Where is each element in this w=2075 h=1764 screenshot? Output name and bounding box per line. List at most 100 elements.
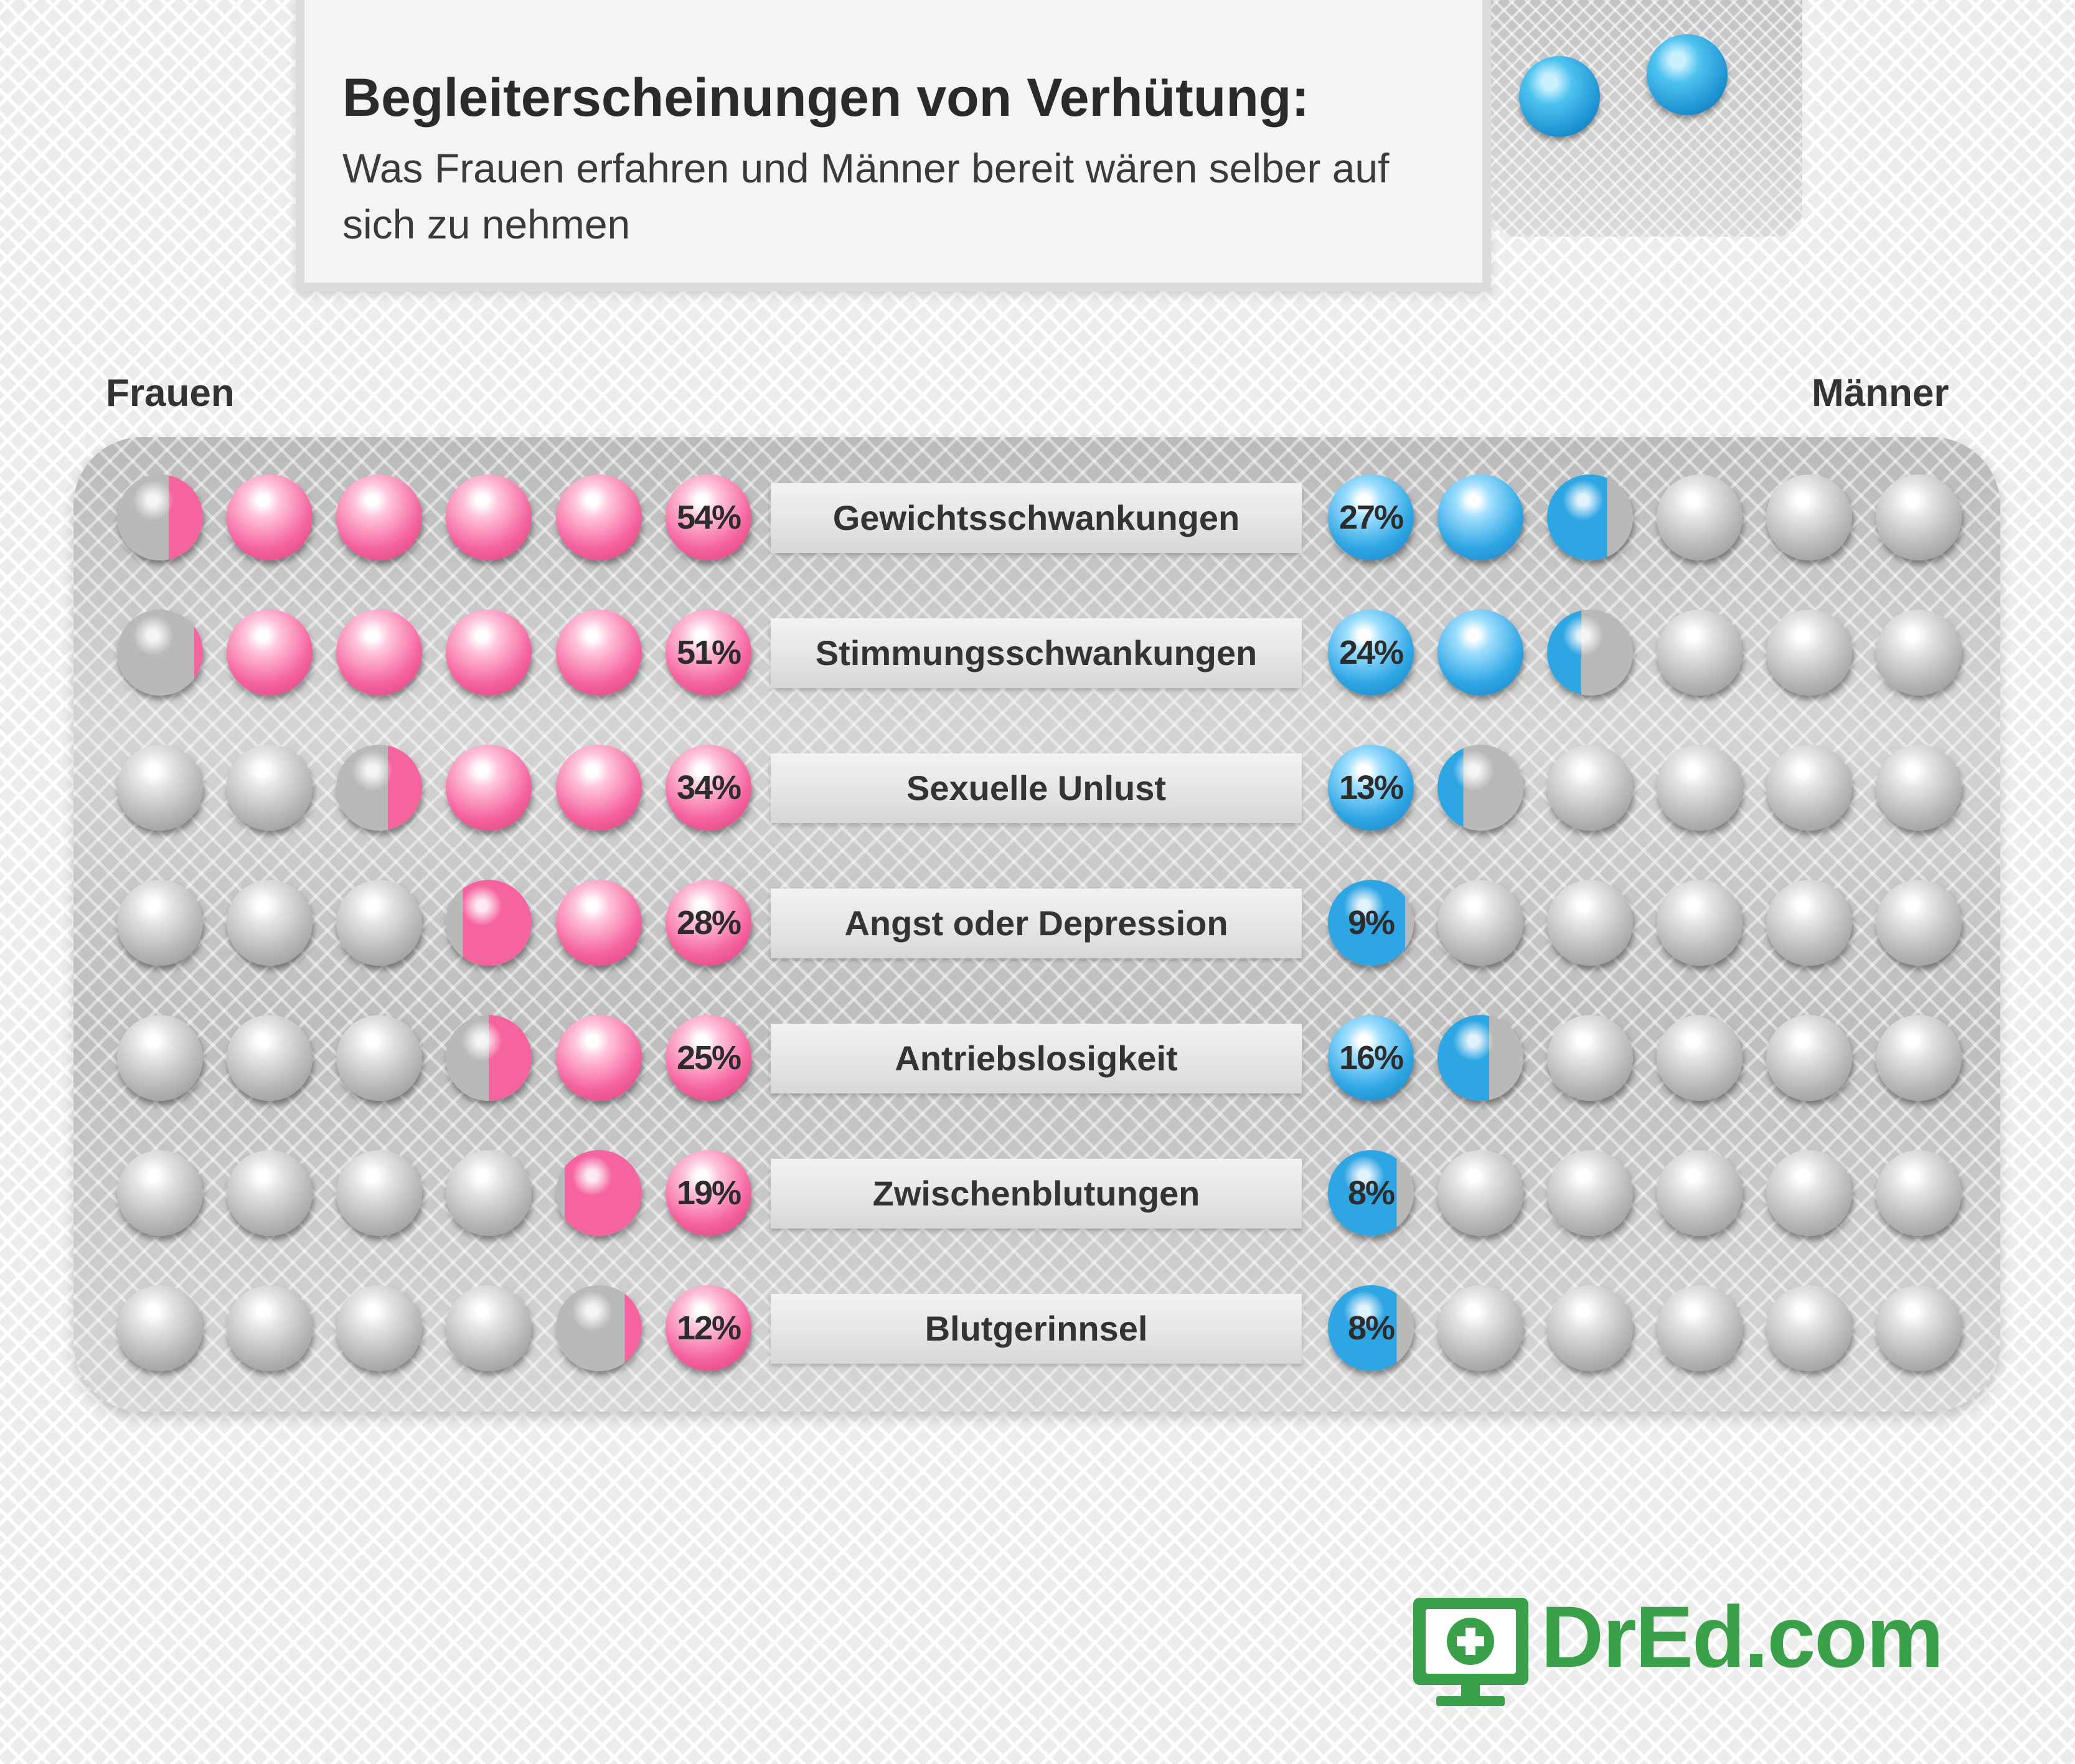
frauen-pill (227, 1015, 313, 1101)
blue-pill-icon (1519, 56, 1600, 137)
maenner-value-label: 13% (1339, 769, 1404, 806)
category-label: Sexuelle Unlust (771, 753, 1302, 823)
category-label: Zwischenblutungen (771, 1159, 1302, 1229)
frauen-label: Frauen (106, 372, 235, 415)
maenner-pill (1876, 474, 1962, 560)
maenner-value-label: 24% (1339, 634, 1404, 671)
frauen-pill (227, 1150, 313, 1236)
frauen-pill (446, 610, 532, 696)
maenner-pill (1657, 610, 1743, 696)
chart-row: 34% Sexuelle Unlust 13% (0, 741, 2075, 834)
maenner-value-label: 8% (1347, 1309, 1395, 1347)
monitor-plus-icon (1413, 1598, 1528, 1706)
maenner-pill (1437, 1285, 1523, 1371)
frauen-pill (446, 474, 532, 560)
frauen-pill (446, 880, 532, 966)
frauen-pill (446, 1285, 532, 1371)
frauen-value-label: 19% (676, 1174, 741, 1212)
maenner-pill (1766, 1015, 1852, 1101)
maenner-pill (1766, 474, 1852, 560)
frauen-value-label: 25% (676, 1039, 741, 1077)
frauen-pill (556, 1015, 642, 1101)
maenner-pill (1657, 745, 1743, 831)
maenner-pill (1437, 745, 1523, 831)
frauen-pill (227, 1285, 313, 1371)
maenner-pill (1876, 1150, 1962, 1236)
maenner-value-pill: 13% (1328, 745, 1414, 831)
maenner-pill (1547, 880, 1633, 966)
frauen-pill (556, 474, 642, 560)
frauen-value-label: 28% (676, 904, 741, 941)
frauen-value-pill: 19% (666, 1150, 751, 1236)
maenner-pill (1876, 880, 1962, 966)
frauen-pill (117, 1285, 203, 1371)
frauen-pill (446, 1150, 532, 1236)
frauen-pill (556, 745, 642, 831)
frauen-pill (227, 610, 313, 696)
frauen-value-pill: 12% (666, 1285, 751, 1371)
chart-row: 54% Gewichtsschwankungen 27% (0, 471, 2075, 564)
frauen-value-label: 54% (676, 499, 741, 536)
maenner-pill (1547, 745, 1633, 831)
frauen-pill (556, 880, 642, 966)
maenner-pill (1657, 1015, 1743, 1101)
dred-logo (1413, 1598, 1528, 1706)
maenner-pill (1766, 610, 1852, 696)
maenner-pill (1876, 1285, 1962, 1371)
maenner-value-pill: 8% (1328, 1150, 1414, 1236)
frauen-pill (336, 1015, 422, 1101)
maenner-pill (1437, 1015, 1523, 1101)
chart-row: 25% Antriebslosigkeit 16% (0, 1011, 2075, 1105)
maenner-value-pill: 24% (1328, 610, 1414, 696)
frauen-value-pill: 54% (666, 474, 751, 560)
frauen-pill (336, 880, 422, 966)
category-label: Blutgerinnsel (771, 1294, 1302, 1364)
maenner-pill (1657, 880, 1743, 966)
chart-row: 28% Angst oder Depression 9% (0, 876, 2075, 969)
maenner-pill (1766, 745, 1852, 831)
frauen-pill (446, 745, 532, 831)
frauen-pill (336, 745, 422, 831)
chart-row: 19% Zwischenblutungen 8% (0, 1146, 2075, 1240)
maenner-pill (1547, 474, 1633, 560)
frauen-value-pill: 51% (666, 610, 751, 696)
pill-strip-decoration (1491, 0, 1802, 237)
frauen-pill (446, 1015, 532, 1101)
frauen-pill (117, 1015, 203, 1101)
maenner-value-label: 9% (1347, 904, 1395, 941)
maenner-pill (1437, 1150, 1523, 1236)
maenner-value-label: 8% (1347, 1174, 1395, 1212)
maenner-pill (1657, 1150, 1743, 1236)
maenner-pill (1766, 1150, 1852, 1236)
title-card (296, 0, 1491, 291)
frauen-pill (556, 610, 642, 696)
chart-row: 12% Blutgerinnsel 8% (0, 1281, 2075, 1375)
logo-text: DrEd.com (1541, 1588, 1944, 1686)
category-label: Gewichtsschwankungen (771, 483, 1302, 553)
maenner-pill (1547, 1285, 1633, 1371)
maenner-pill (1437, 880, 1523, 966)
frauen-pill (117, 610, 203, 696)
maenner-pill (1766, 880, 1852, 966)
frauen-pill (336, 474, 422, 560)
frauen-pill (117, 880, 203, 966)
chart-row: 51% Stimmungsschwankungen 24% (0, 606, 2075, 699)
frauen-pill (336, 610, 422, 696)
maenner-pill (1437, 474, 1523, 560)
frauen-pill (556, 1150, 642, 1236)
frauen-value-label: 51% (676, 634, 741, 671)
maenner-value-pill: 27% (1328, 474, 1414, 560)
maenner-pill (1876, 1015, 1962, 1101)
maenner-pill (1766, 1285, 1852, 1371)
chart-subtitle: Was Frauen erfahren und Männer bereit wä… (342, 145, 1390, 247)
maenner-pill (1547, 1015, 1633, 1101)
maenner-pill (1547, 1150, 1633, 1236)
frauen-pill (227, 880, 313, 966)
frauen-pill (117, 474, 203, 560)
maenner-pill (1657, 1285, 1743, 1371)
frauen-pill (117, 1150, 203, 1236)
maenner-pill (1876, 610, 1962, 696)
frauen-pill (336, 1150, 422, 1236)
frauen-value-label: 12% (676, 1309, 741, 1347)
frauen-pill (556, 1285, 642, 1371)
